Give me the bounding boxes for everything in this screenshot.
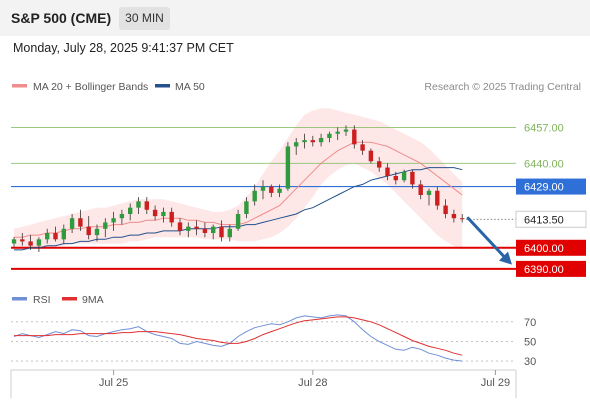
candle-body bbox=[103, 222, 108, 229]
forecast-arrow-head bbox=[499, 251, 512, 265]
ma20-legend-label: MA 20 + Bollinger Bands bbox=[33, 81, 148, 93]
candle-body bbox=[202, 228, 208, 233]
candle-body bbox=[219, 226, 224, 238]
rsi-legend-label: RSI bbox=[33, 294, 51, 306]
candle-body bbox=[152, 209, 158, 217]
last-price-label: 6413.50 bbox=[524, 214, 564, 226]
research-credit: Research © 2025 Trading Central bbox=[424, 81, 581, 93]
candle-body bbox=[177, 222, 183, 231]
candle-body bbox=[86, 226, 91, 236]
candle-body bbox=[36, 239, 42, 246]
candle-body bbox=[352, 129, 357, 145]
level-tag-6400.00 bbox=[516, 239, 586, 256]
timeframe-badge[interactable]: 30 MIN bbox=[119, 7, 170, 30]
candle-body bbox=[393, 176, 398, 181]
candle-body bbox=[144, 201, 149, 210]
candle-body bbox=[20, 239, 25, 242]
candle-body bbox=[260, 186, 266, 191]
candle-body bbox=[252, 190, 257, 202]
candle-body bbox=[385, 167, 390, 176]
candle-body bbox=[335, 131, 340, 134]
candle-body bbox=[227, 228, 232, 238]
candle-body bbox=[360, 144, 365, 151]
candle-body bbox=[302, 140, 307, 143]
chart-datetime: Monday, July 28, 2025 9:41:37 PM CET bbox=[13, 41, 234, 55]
level-tag-6390.00 bbox=[516, 260, 586, 277]
rsi-line bbox=[13, 314, 463, 362]
candle-body bbox=[69, 218, 75, 229]
candle-body bbox=[368, 150, 374, 162]
forecast-arrow-shaft bbox=[466, 216, 508, 261]
candle-body bbox=[186, 226, 191, 231]
rsi-ma-legend-label: 9MA bbox=[82, 294, 104, 306]
candle-body bbox=[327, 133, 332, 138]
candle-body bbox=[285, 146, 291, 189]
rsi-ma-legend-swatch bbox=[62, 297, 77, 301]
rsi-tick-30: 30 bbox=[524, 356, 536, 368]
candle-body bbox=[401, 171, 407, 181]
level-label-6440.00: 6440.00 bbox=[524, 158, 564, 170]
candle-body bbox=[53, 233, 58, 240]
candle-body bbox=[410, 171, 415, 185]
candle-body bbox=[161, 211, 166, 217]
candle-body bbox=[119, 214, 125, 219]
candle-body bbox=[211, 226, 216, 233]
rsi-tick-50: 50 bbox=[524, 336, 536, 348]
ma50-legend-label: MA 50 bbox=[175, 81, 205, 93]
level-label-6457.00: 6457.00 bbox=[524, 122, 564, 134]
rsi-legend-swatch bbox=[12, 297, 27, 301]
candle-body bbox=[435, 190, 440, 206]
candle-body bbox=[45, 233, 50, 240]
time-axis: Jul 25 Jul 28 Jul 29 bbox=[10, 369, 517, 398]
candle-body bbox=[277, 188, 282, 193]
header-bar: S&P 500 (CME) 30 MIN bbox=[0, 0, 590, 36]
candle-body bbox=[318, 138, 324, 143]
level-tag-6429.00 bbox=[516, 178, 586, 195]
candle-body bbox=[94, 228, 100, 236]
candle-body bbox=[343, 129, 349, 132]
main-legend: MA 20 + Bollinger Bands MA 50 bbox=[12, 81, 205, 93]
candle-body bbox=[460, 218, 465, 220]
candle-body bbox=[111, 218, 116, 223]
candle-body bbox=[128, 207, 133, 214]
level-label-6400.00: 6400.00 bbox=[524, 243, 564, 255]
candle-body bbox=[194, 226, 199, 229]
candle-body bbox=[418, 184, 423, 195]
candle-body bbox=[443, 205, 448, 214]
candle-body bbox=[377, 161, 382, 168]
candle-body bbox=[28, 241, 33, 246]
time-tick-label: Jul 28 bbox=[298, 377, 327, 389]
rsi-panel: 70 50 30 bbox=[11, 314, 536, 368]
price-panel: 6457.00 6440.00 6429.00 6400.00 6390.00 6413.… bbox=[11, 108, 587, 277]
level-label-6429.00: 6429.00 bbox=[524, 182, 564, 194]
candle-body bbox=[269, 186, 274, 193]
rsi-ma-line bbox=[14, 316, 463, 356]
last-price-tag bbox=[515, 210, 587, 228]
ma20-legend-swatch bbox=[12, 84, 27, 88]
candle-body bbox=[235, 214, 241, 229]
candle-body bbox=[136, 201, 141, 208]
candle-body bbox=[61, 228, 66, 240]
candle-body bbox=[426, 190, 432, 195]
time-tick-label: Jul 25 bbox=[99, 377, 128, 389]
candle-body bbox=[11, 239, 17, 244]
instrument-title: S&P 500 (CME) bbox=[11, 10, 112, 26]
candle-body bbox=[78, 218, 83, 227]
candle-body bbox=[169, 211, 174, 223]
rsi-tick-70: 70 bbox=[524, 317, 536, 329]
candle-body bbox=[451, 214, 457, 219]
candle-body bbox=[294, 142, 299, 147]
level-label-6390.00: 6390.00 bbox=[524, 264, 564, 276]
rsi-legend: RSI 9MA bbox=[12, 294, 104, 306]
candle-body bbox=[310, 140, 315, 143]
candle-body bbox=[244, 201, 249, 214]
ma50-legend-swatch bbox=[155, 84, 170, 88]
time-tick-label: Jul 29 bbox=[481, 377, 510, 389]
